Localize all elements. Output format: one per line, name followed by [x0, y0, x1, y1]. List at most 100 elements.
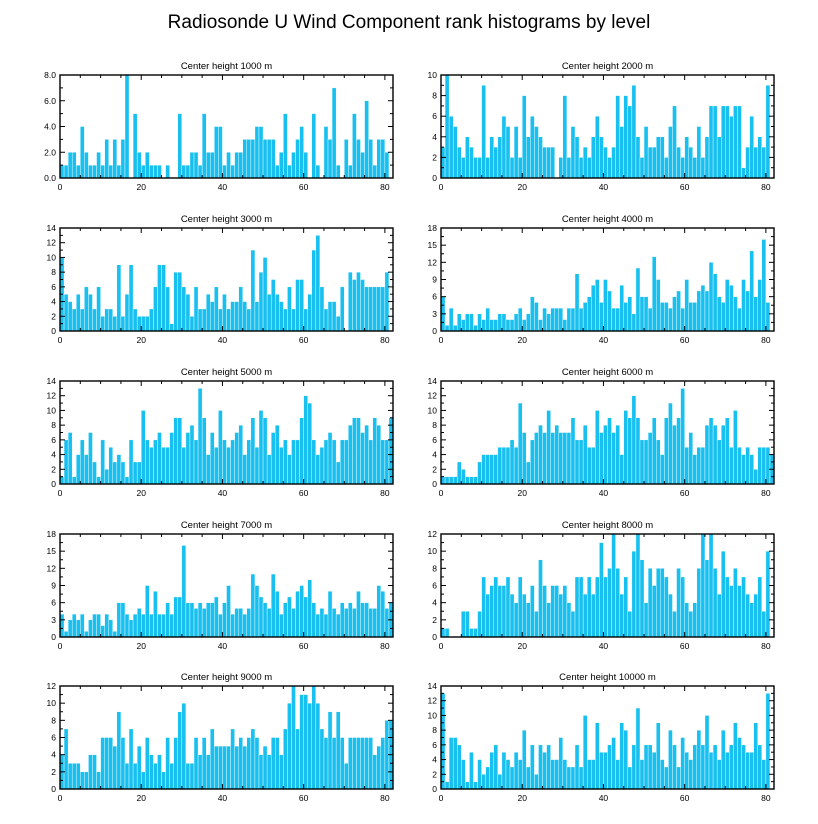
histogram-bar	[189, 316, 195, 332]
histogram-bar	[469, 628, 474, 638]
y-tick-label: 10	[428, 546, 438, 556]
histogram-bar	[348, 602, 353, 638]
histogram-bar	[132, 113, 138, 179]
histogram-bar	[461, 611, 466, 638]
histogram-bar	[509, 319, 515, 332]
histogram-bar	[226, 308, 231, 332]
histogram-bar	[315, 702, 321, 790]
y-tick-label: 6	[432, 740, 437, 750]
histogram-bar	[444, 325, 450, 332]
histogram-bar	[112, 316, 118, 332]
histogram-bar	[291, 308, 296, 332]
histogram-bar	[368, 139, 373, 179]
histogram-bar	[526, 136, 531, 179]
y-tick-label: 14	[428, 681, 438, 691]
y-tick-label: 6	[51, 435, 56, 445]
histogram-bar	[71, 613, 77, 638]
histogram-bar	[725, 417, 730, 485]
histogram-bar	[749, 752, 754, 790]
histogram-bar	[270, 279, 276, 332]
histogram-bar	[254, 447, 260, 485]
histogram-bar	[497, 585, 503, 638]
histogram-bar	[578, 766, 584, 790]
histogram-bar	[246, 139, 252, 179]
histogram-bar	[664, 417, 669, 485]
x-tick-label: 60	[680, 641, 690, 651]
histogram-bar	[291, 152, 296, 179]
histogram-bar	[578, 439, 584, 485]
y-tick-label: 4	[432, 598, 437, 608]
histogram-bar	[522, 432, 527, 485]
histogram-bar	[473, 628, 478, 638]
histogram-bar	[582, 424, 588, 485]
histogram-bar	[299, 279, 304, 332]
panel-title: Center height 4000 m	[562, 214, 653, 225]
histogram-bar	[108, 164, 113, 179]
histogram-bar	[688, 302, 693, 332]
histogram-bar	[716, 136, 722, 179]
histogram-bar	[501, 313, 507, 332]
histogram-bar	[368, 608, 373, 638]
histogram-bar	[651, 417, 657, 485]
histogram-bar	[619, 454, 624, 485]
histogram-bar	[696, 447, 702, 485]
y-tick-label: 3	[51, 615, 56, 625]
histogram-bar	[757, 136, 763, 179]
histogram-bar	[270, 573, 276, 638]
x-tick-label: 20	[136, 641, 146, 651]
histogram-bar	[615, 568, 620, 638]
histogram-bar	[562, 95, 568, 179]
histogram-bar	[197, 602, 203, 638]
histogram-bar	[214, 126, 219, 179]
histogram-bar	[340, 286, 345, 332]
histogram-bar	[380, 286, 386, 332]
histogram-bar	[550, 585, 555, 638]
histogram-bar	[100, 164, 105, 179]
histogram-bar	[141, 771, 146, 790]
histogram-bar	[729, 447, 734, 485]
histogram-bar	[578, 157, 584, 179]
histogram-bar	[205, 152, 211, 179]
x-tick-label: 60	[680, 182, 690, 192]
histogram-bar	[283, 602, 288, 638]
histogram-bar	[323, 126, 329, 179]
y-tick-label: 12	[47, 563, 57, 573]
histogram-bar	[737, 105, 742, 179]
histogram-bar	[452, 476, 458, 485]
histogram-bar	[607, 290, 612, 332]
histogram-bar	[501, 585, 507, 638]
x-tick-label: 60	[299, 488, 309, 498]
histogram-bar	[481, 774, 486, 790]
histogram-bar	[327, 139, 333, 179]
histogram-bar	[283, 113, 288, 179]
histogram-bar	[534, 774, 539, 790]
x-tick-label: 40	[218, 793, 228, 803]
y-tick-label: 0	[432, 632, 437, 642]
histogram-bar	[226, 745, 231, 790]
histogram-bar	[270, 139, 276, 179]
histogram-bar	[619, 285, 624, 332]
histogram-bar	[582, 593, 588, 638]
histogram-bar	[145, 152, 150, 179]
histogram-bar	[761, 146, 767, 179]
histogram-bar	[380, 139, 386, 179]
histogram-bar	[631, 744, 637, 790]
histogram-bar	[96, 476, 101, 485]
y-tick-label: 15	[47, 546, 57, 556]
histogram-bar	[680, 388, 685, 485]
histogram-bar	[477, 759, 482, 790]
y-tick-label: 8	[432, 725, 437, 735]
histogram-bar	[534, 611, 539, 638]
histogram-bar	[737, 737, 742, 790]
histogram-bar	[688, 432, 693, 485]
histogram-bar	[562, 585, 568, 638]
histogram-bar	[116, 454, 122, 485]
histogram-bar	[493, 319, 499, 332]
histogram-bar	[275, 591, 280, 638]
y-tick-label: 9	[51, 581, 56, 591]
histogram-bar	[599, 432, 604, 485]
histogram-bar	[335, 316, 341, 332]
histogram-bar	[185, 294, 191, 332]
y-tick-label: 8.0	[44, 70, 56, 80]
histogram-bar	[116, 711, 122, 790]
